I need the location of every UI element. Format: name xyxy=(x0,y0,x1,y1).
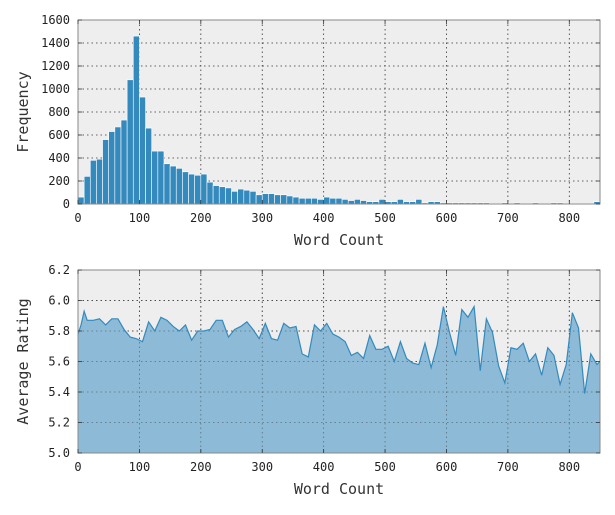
x-tick-label: 400 xyxy=(313,460,335,474)
histogram-bar xyxy=(120,119,128,205)
histogram-bar xyxy=(145,127,152,205)
histogram-bar xyxy=(108,131,116,205)
area-grid-overlay xyxy=(78,270,600,453)
x-tick-label: 0 xyxy=(74,211,81,225)
area-ticks: 0 100 200 300 400 500 600 700 800 5.0 5.2 5.4 5.6 5.8… xyxy=(48,263,600,474)
histogram-bar xyxy=(225,187,232,205)
histogram-bar xyxy=(280,194,288,205)
histogram-bar xyxy=(157,150,165,205)
histogram-bar xyxy=(249,191,257,205)
histogram-bar xyxy=(77,196,85,205)
histogram-bar xyxy=(96,158,103,205)
histogram-bar xyxy=(335,197,343,205)
x-tick-label: 500 xyxy=(374,460,396,474)
y-tick-label: 6.0 xyxy=(48,294,70,308)
area-fill xyxy=(78,306,600,453)
y-tick-label: 1400 xyxy=(41,36,70,50)
area-x-axis-label: Word Count xyxy=(294,480,384,498)
histogram-bar xyxy=(243,189,251,205)
histogram-ticks: 0 100 200 300 400 500 600 700 800 0 200 400 600 800 10… xyxy=(41,13,600,225)
y-tick-label: 5.8 xyxy=(48,324,70,338)
histogram-bar xyxy=(132,35,140,205)
histogram-grid xyxy=(78,20,600,204)
y-tick-label: 5.0 xyxy=(48,446,70,460)
y-tick-label: 600 xyxy=(48,128,70,142)
area-line xyxy=(77,304,601,394)
histogram-bar xyxy=(218,186,226,205)
x-tick-label: 300 xyxy=(251,460,273,474)
area-y-axis-label: Average Rating xyxy=(14,298,32,424)
y-tick-label: 5.2 xyxy=(48,416,70,430)
histogram-bar xyxy=(292,196,300,205)
histogram-bar xyxy=(163,163,171,205)
histogram-bar xyxy=(360,200,367,205)
histogram-x-axis-label: Word Count xyxy=(294,231,384,249)
x-tick-label: 600 xyxy=(436,460,458,474)
histogram-bar xyxy=(175,168,183,205)
histogram-bar xyxy=(286,195,294,205)
y-tick-label: 200 xyxy=(48,174,70,188)
x-tick-label: 100 xyxy=(129,211,151,225)
y-tick-label: 5.4 xyxy=(48,385,70,399)
histogram-bar xyxy=(237,188,245,205)
y-tick-label: 1200 xyxy=(41,59,70,73)
histogram-bar xyxy=(206,181,214,205)
histogram-bar xyxy=(415,199,423,205)
histogram-bar xyxy=(102,139,110,205)
histogram-bar xyxy=(311,197,318,205)
histogram-bar xyxy=(231,191,238,205)
histogram-bar xyxy=(323,196,331,205)
histogram-bar xyxy=(169,165,177,205)
histogram-bar xyxy=(397,199,404,205)
histogram-bar xyxy=(182,171,189,205)
x-tick-label: 400 xyxy=(313,211,335,225)
histogram-bar xyxy=(268,193,275,205)
x-tick-label: 700 xyxy=(497,211,519,225)
histogram-bar xyxy=(126,79,134,205)
y-tick-label: 400 xyxy=(48,151,70,165)
histogram-bar xyxy=(89,160,97,205)
x-tick-label: 0 xyxy=(74,460,81,474)
histogram-bar xyxy=(139,96,146,205)
histogram-bar xyxy=(317,199,324,205)
x-tick-label: 800 xyxy=(558,460,580,474)
histogram-bar xyxy=(194,174,202,205)
histogram-bar xyxy=(354,199,361,205)
y-tick-label: 1000 xyxy=(41,82,70,96)
histogram-bar xyxy=(298,197,306,205)
x-tick-label: 800 xyxy=(558,211,580,225)
histogram-bar xyxy=(347,200,355,205)
histogram-bar xyxy=(329,197,337,205)
histogram-bar xyxy=(151,150,159,205)
histogram-bar xyxy=(261,193,269,205)
histogram-bar xyxy=(341,199,349,205)
y-tick-label: 5.6 xyxy=(48,355,70,369)
histogram-bar xyxy=(274,194,281,205)
histogram-bar xyxy=(83,176,91,205)
y-tick-label: 1600 xyxy=(41,13,70,27)
histogram-chart: 0 100 200 300 400 500 600 700 800 0 200 400 600 800 10… xyxy=(14,13,601,249)
x-tick-label: 700 xyxy=(497,460,519,474)
histogram-bar xyxy=(255,194,263,205)
histogram-y-axis-label: Frequency xyxy=(14,71,32,152)
x-tick-label: 200 xyxy=(190,460,212,474)
y-tick-label: 800 xyxy=(48,105,70,119)
x-tick-label: 200 xyxy=(190,211,212,225)
x-tick-label: 100 xyxy=(129,460,151,474)
x-tick-label: 300 xyxy=(251,211,273,225)
y-tick-label: 0 xyxy=(63,197,70,211)
y-tick-label: 6.2 xyxy=(48,263,70,277)
histogram-bar xyxy=(304,197,312,205)
rating-area-chart: 0 100 200 300 400 500 600 700 800 5.0 5.2 5.4 5.6 5.8… xyxy=(14,263,601,498)
histogram-bar xyxy=(200,173,208,205)
x-tick-label: 600 xyxy=(436,211,458,225)
histogram-bar xyxy=(212,185,220,205)
histogram-bar xyxy=(114,126,122,205)
histogram-bar xyxy=(378,199,386,205)
histogram-bar xyxy=(188,173,195,205)
x-tick-label: 500 xyxy=(374,211,396,225)
